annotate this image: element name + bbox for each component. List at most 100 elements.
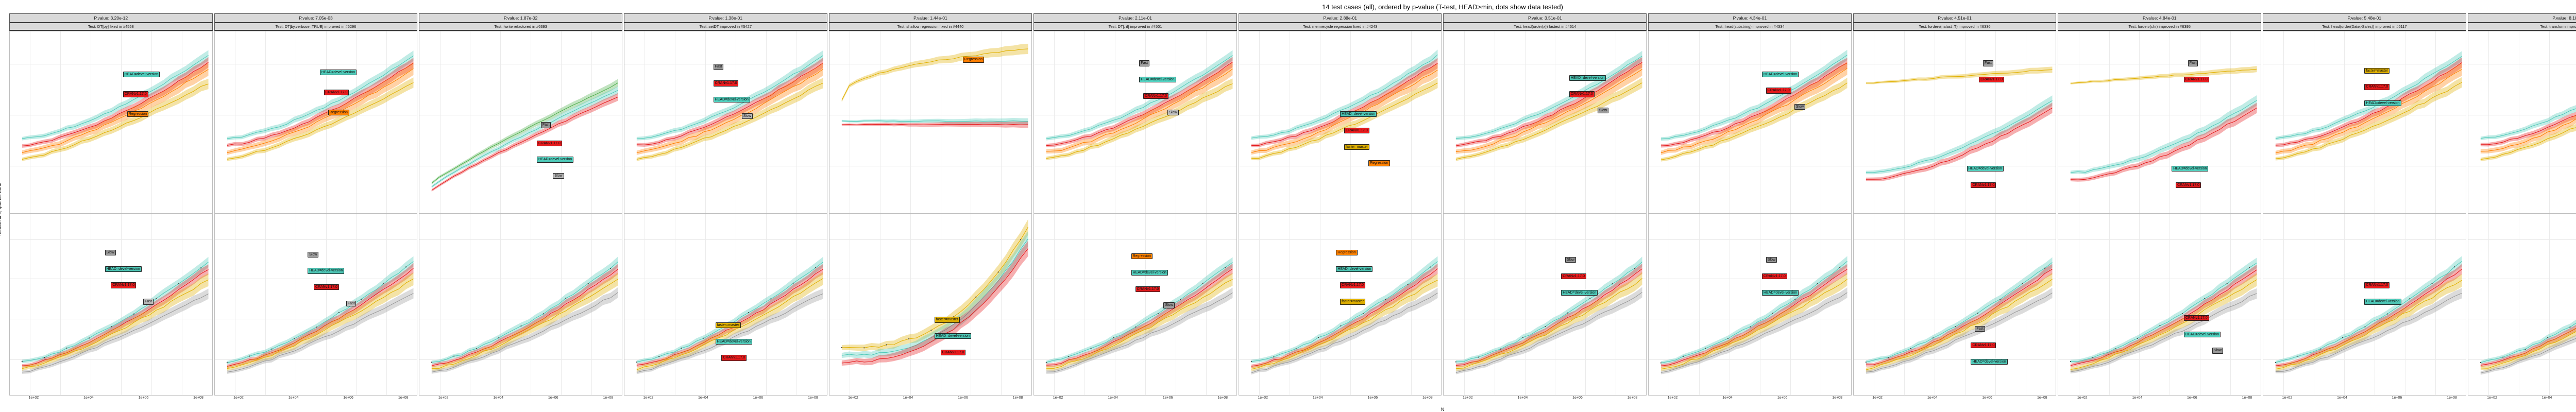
plot-cell-kilobytes[interactable]: HEAD=devel-version CRANv1.17.0 Regression (214, 31, 418, 213)
gridlines (419, 213, 622, 395)
plot-cell-kilobytes[interactable]: Fast HEAD=devel-version CRANv1.17.0 Slow (1033, 31, 1237, 213)
plot-cell-kilobytes[interactable]: Fast CRANv1.17.0 HEAD=devel-version CRANv1.… (1853, 31, 2057, 213)
quartile-band (432, 93, 618, 192)
median-line (22, 279, 209, 369)
median-line (2480, 108, 2576, 139)
median-line (1660, 261, 1848, 363)
series-label: faster=master (1344, 144, 1370, 150)
median-line (1251, 268, 1438, 367)
plot-cell-seconds[interactable]: CRANv1.17.0 HEAD=devel-version (2263, 213, 2466, 396)
median-line (1046, 62, 1233, 146)
plot-cell-seconds[interactable]: SlowHEAD=devel-versionCRANv1.17.0Fast1e+… (9, 213, 213, 396)
series-label: Fast (2188, 60, 2198, 66)
median-line (22, 261, 209, 362)
series-label: Slow (1167, 109, 1179, 115)
median-line (1866, 108, 2053, 180)
x-axis-tick: 1e+02 (643, 396, 654, 400)
data-point (2114, 348, 2116, 349)
quartile-band (1660, 77, 1848, 162)
data-point (681, 347, 682, 349)
facet-panel: P.value: 3.51e-01 Test: head(order(x)) fa… (1443, 13, 1647, 405)
x-axis-tick: 1e+02 (2077, 396, 2088, 400)
median-line (2071, 108, 2258, 180)
series-label: HEAD=devel-version (1561, 289, 1598, 296)
median-line (227, 278, 414, 369)
data-point (66, 347, 67, 349)
median-line (1046, 83, 1233, 159)
plot-cell-seconds[interactable]: Fast CRANv1.17.0 HEAD=devel-version (1853, 213, 2057, 396)
median-line (2480, 127, 2576, 160)
plot-cell-seconds[interactable]: Slow CRANv1.17.0 HEAD=devel-version (1443, 213, 1647, 396)
median-line (1456, 69, 1643, 152)
curve-layer (21, 256, 209, 374)
plot-cell-kilobytes[interactable]: Fast CRANv1.17.0 HEAD=devel-version CRANv1.… (2058, 31, 2262, 213)
panel-test-strip: Test: fread(substring) improved in #4334 (1648, 23, 1852, 31)
plot-cell-kilobytes[interactable]: Fast CRANv1.17.0 HEAD=devel-version Slow (419, 31, 622, 213)
plot-cell-kilobytes[interactable]: Regression (828, 31, 1032, 213)
data-point (1683, 355, 1684, 357)
plot-cell-seconds[interactable]: Slow HEAD=devel-version CRANv1.17.0 Fast (214, 213, 418, 396)
plot-cell-kilobytes[interactable]: faster=master CRANv1.17.0 HEAD=devel-versi… (2263, 31, 2466, 213)
median-line (432, 291, 619, 372)
plot-cell-kilobytes[interactable]: HEAD=devel-versionCRANv1.17.0Regression1… (9, 31, 213, 213)
plot-cell-seconds[interactable]: faster=master HEAD=devel-version CRANv1.17… (828, 213, 1032, 396)
data-point (453, 355, 455, 357)
plot-cell-kilobytes[interactable]: HEAD=devel-version CRANv1.17.0 Slow (1443, 31, 1647, 213)
median-line (1456, 56, 1643, 139)
plot-cell-kilobytes[interactable]: HEAD=devel-version CRANv1.17.0 faster=mast… (1238, 31, 1442, 213)
series-label: HEAD=devel-version (319, 70, 357, 76)
curve-layer (1866, 66, 2053, 181)
median-line (432, 278, 619, 369)
x-axis-tick: 1e+04 (698, 396, 708, 400)
data-point (886, 344, 887, 346)
data-point (431, 361, 433, 363)
curve-layer (431, 256, 619, 374)
x-axis-tick: 1e+06 (1367, 396, 1378, 400)
median-line (2480, 118, 2576, 152)
curve-layer (841, 43, 1028, 128)
data-point (1429, 266, 1431, 268)
curve-layer (2275, 51, 2462, 161)
plot-cell-kilobytes[interactable]: Fast CRANv1.17.0 HEAD=devel-version Slow (623, 31, 827, 213)
data-point (1250, 360, 1252, 362)
curve-layer (2275, 255, 2462, 373)
panel-pvalue-strip: P.value: 1.44e-01 (828, 13, 1032, 23)
plot-cell-kilobytes[interactable]: HEAD=devel-version CRANv1.17.0 Slow (1648, 31, 1852, 213)
median-line (2480, 322, 2576, 363)
series-label: HEAD=devel-version (1762, 71, 1799, 77)
data-point (2182, 313, 2183, 314)
panel-plots: HEAD=devel-version CRANv1.17.0 Slow Slow CRA… (1648, 31, 1852, 405)
plot-cell-seconds[interactable]: faster=master HEAD=devel-version CRANv1.17… (623, 213, 827, 396)
median-line (2275, 82, 2462, 159)
plot-cell-kilobytes[interactable]: Slow (2467, 31, 2576, 213)
x-axis-tick: 1e+02 (848, 396, 858, 400)
data-point (1839, 266, 1841, 268)
data-point (2502, 356, 2504, 358)
x-axis-tick: 1e+06 (548, 396, 558, 400)
plot-cell-seconds[interactable]: Regression HEAD=devel-version CRANv1.17.0 S… (1033, 213, 1237, 396)
data-point (2226, 283, 2228, 284)
median-line (1251, 279, 1438, 369)
plot-cell-seconds[interactable]: Slow CRANv1.17.0 HEAD=devel-version (1648, 213, 1852, 396)
quartile-band (2480, 327, 2576, 371)
median-line (431, 96, 619, 191)
data-point (200, 267, 202, 268)
data-point (748, 312, 749, 313)
x-axis-tick: 1e+06 (1777, 396, 1788, 400)
x-axis-tick: 1e+02 (1053, 396, 1063, 400)
data-point (1794, 298, 1796, 300)
plot-cell-seconds[interactable]: Regression HEAD=devel-version CRANv1.17.0 f… (1238, 213, 1442, 396)
quartile-band (227, 62, 414, 155)
x-axis-tick: 1e+08 (2447, 396, 2457, 400)
plot-cell-seconds[interactable] (419, 213, 622, 396)
figure-title: 14 test cases (all), ordered by p-value … (1322, 3, 1563, 11)
data-point (636, 361, 637, 363)
data-point (1045, 362, 1047, 363)
x-axis-tick: 1e+02 (1667, 396, 1678, 400)
median-line (227, 62, 414, 146)
facet-panel: P.value: 3.20e-12 Test: DT[by] fixed in #… (9, 13, 213, 405)
